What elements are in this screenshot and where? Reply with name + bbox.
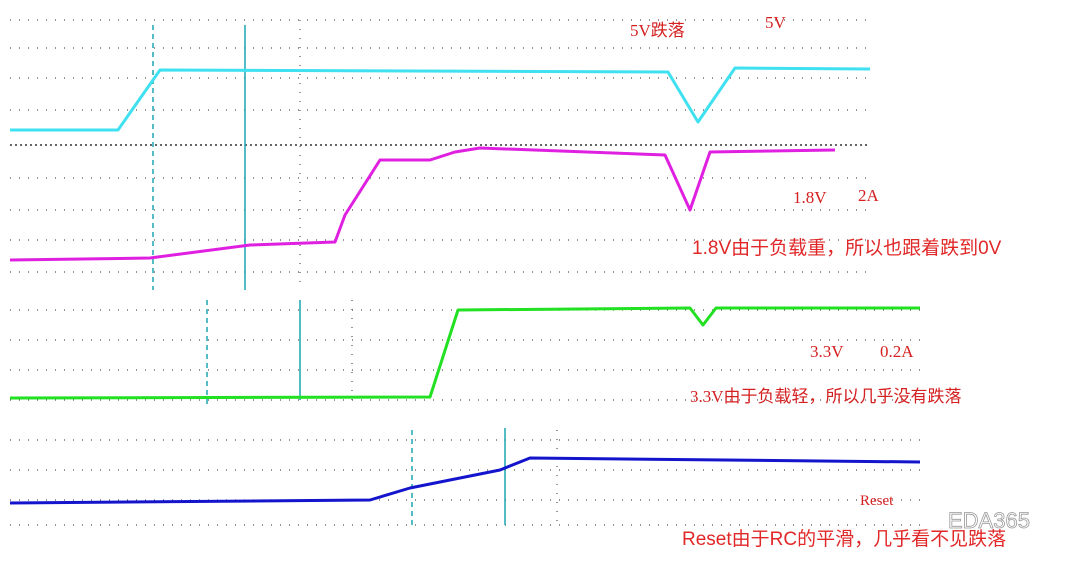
watermark: EDA365 [948, 508, 1030, 533]
trace-1v8 [9, 146, 836, 262]
grid [10, 19, 920, 526]
annotation: 3.3V由于负载轻，所以几乎没有跌落 [690, 387, 962, 406]
annotation: 3.3V [810, 342, 844, 361]
annotation: 5V跌落 [630, 21, 685, 40]
annotation: 2A [858, 186, 880, 205]
trace-5v [10, 66, 871, 132]
annotation: Reset由于RC的平滑，几乎看不见跌落 [682, 528, 1006, 550]
trace-3v3 [9, 306, 920, 400]
annotation: 1.8V [793, 188, 827, 207]
trace-reset [9, 456, 921, 505]
annotation: 1.8V由于负载重，所以也跟着跌到0V [692, 237, 1002, 259]
annotation: 5V [765, 13, 787, 32]
annotation: Reset [860, 493, 894, 509]
cursors [152, 25, 506, 525]
annotation: 0.2A [880, 342, 914, 361]
